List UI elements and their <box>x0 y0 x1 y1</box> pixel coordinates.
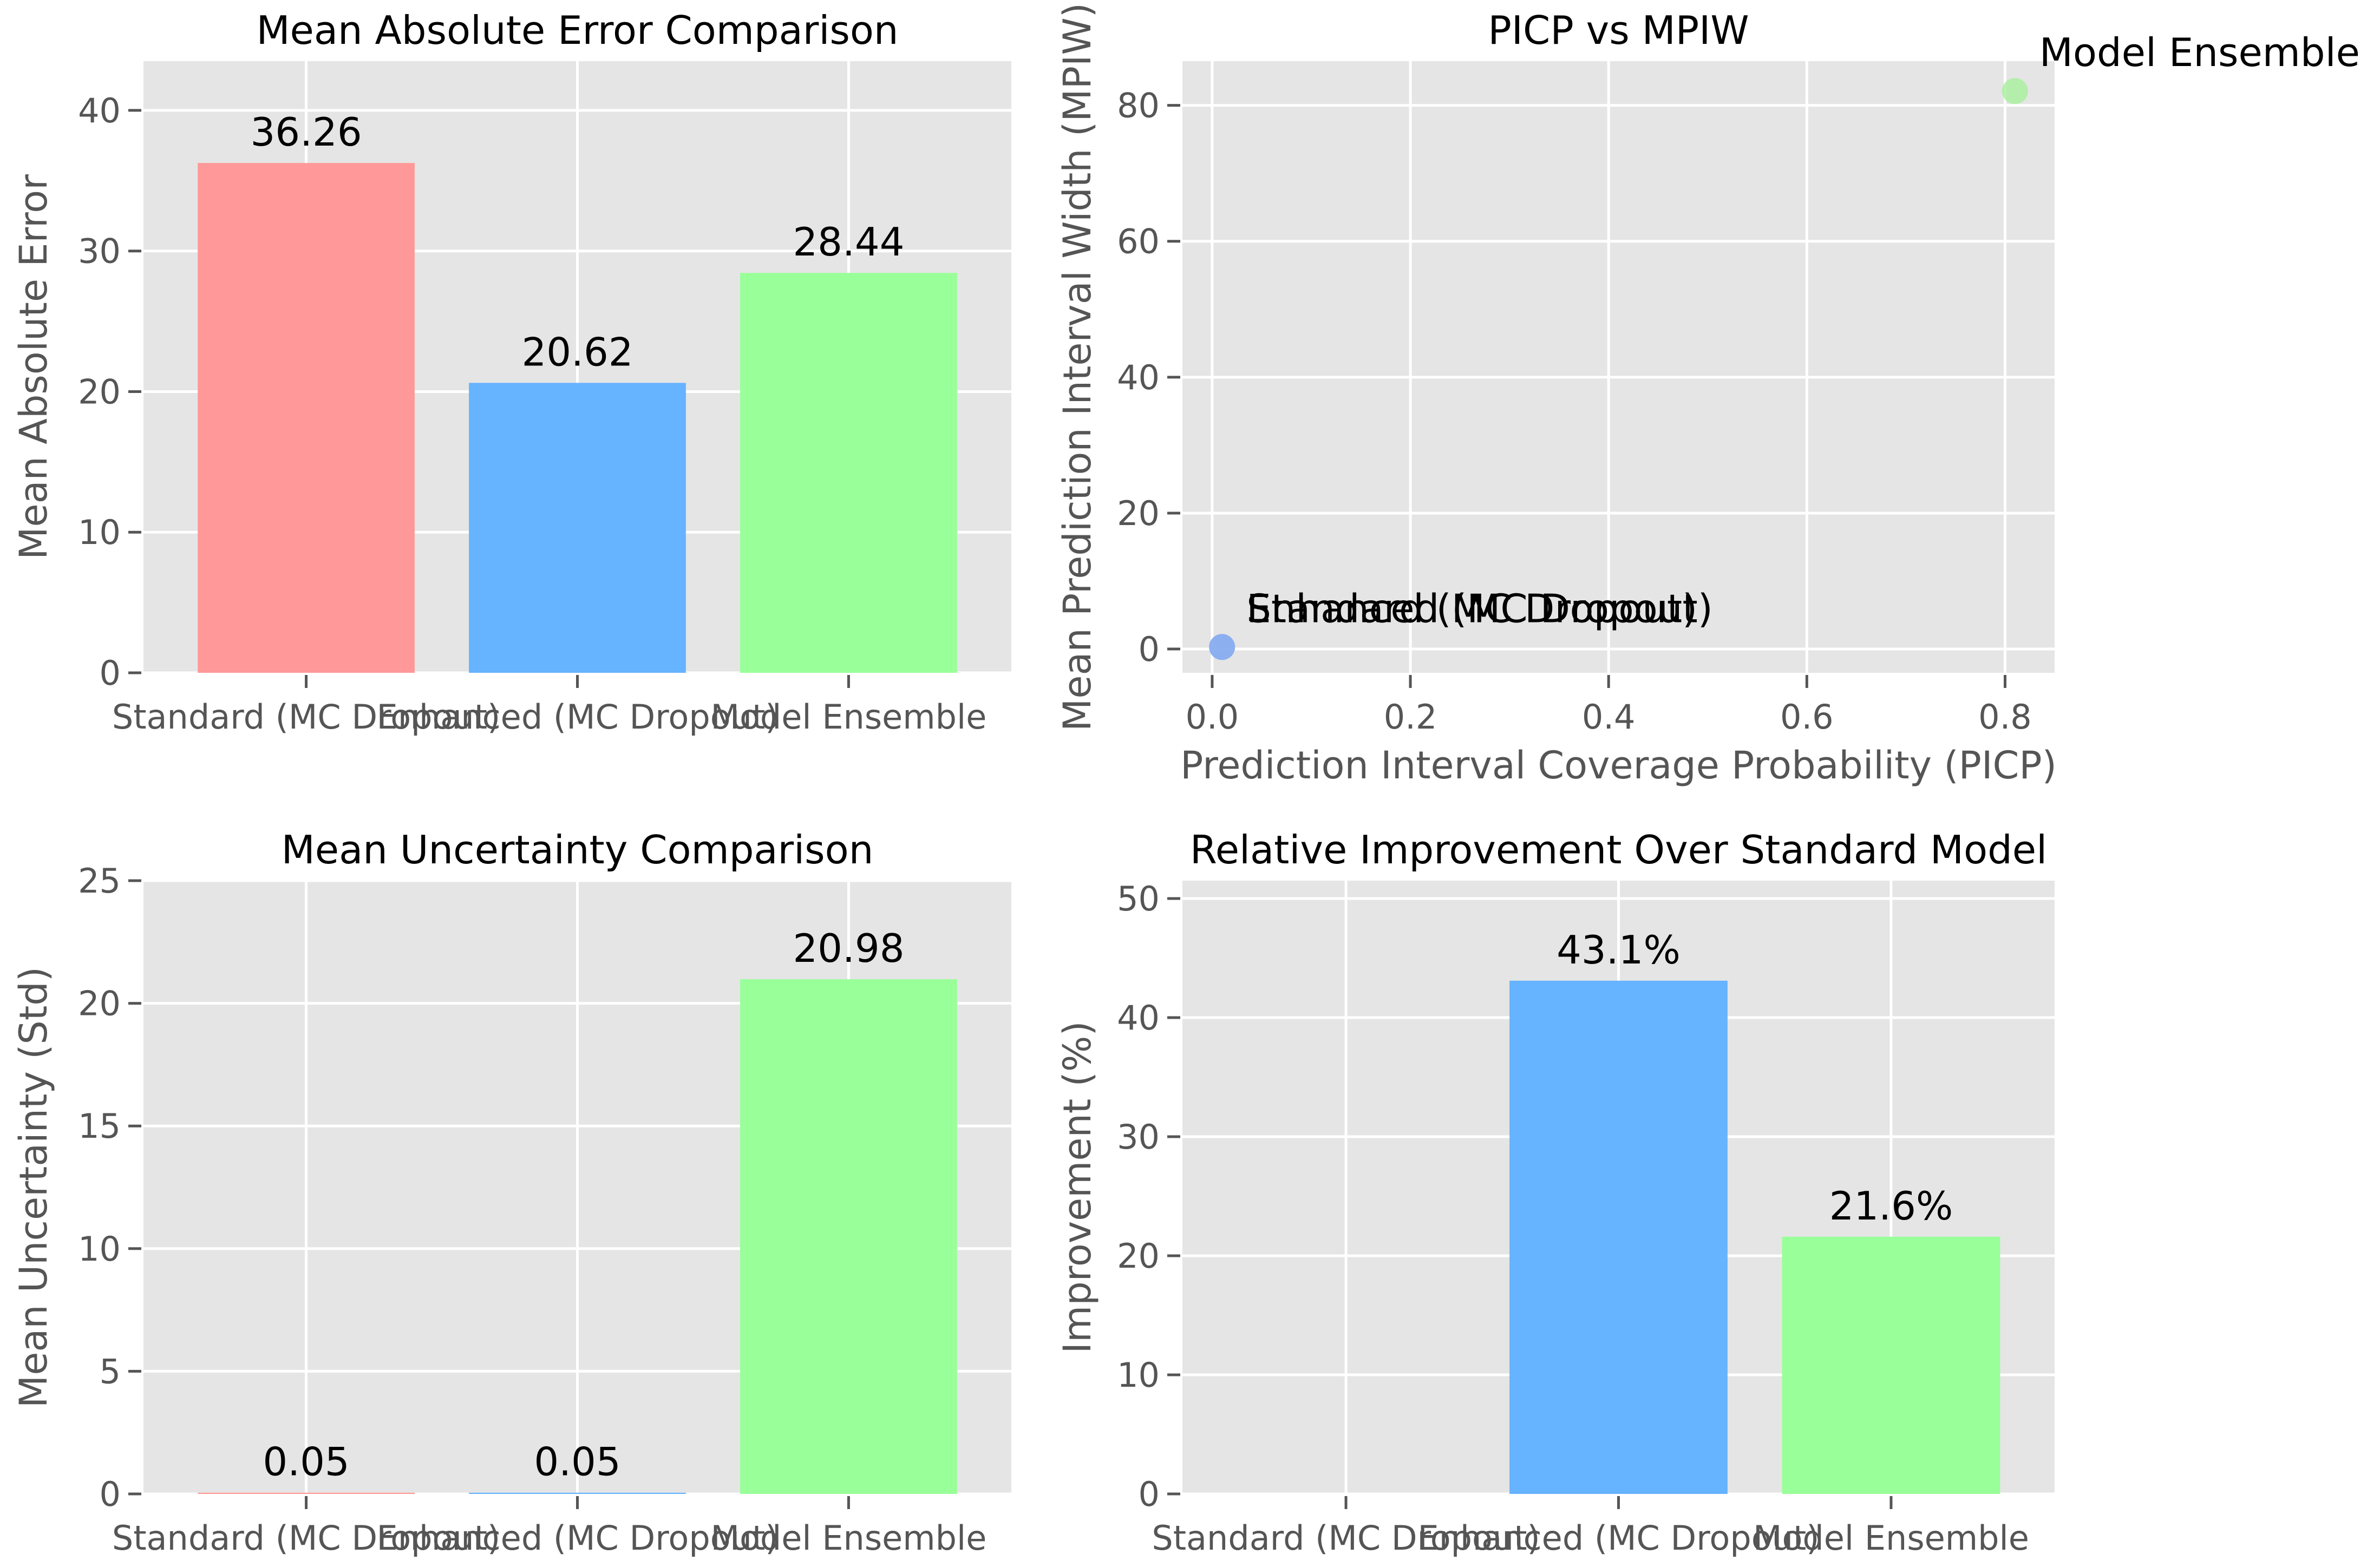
chart-title: Relative Improvement Over Standard Model <box>1190 827 2047 873</box>
bar-value-label: 20.98 <box>793 926 904 971</box>
y-tick-label: 15 <box>78 1106 121 1146</box>
point-label: Model Ensemble <box>2039 30 2360 75</box>
x-tick-label: 0.6 <box>1780 697 1834 737</box>
y-tick-label: 0 <box>100 1474 121 1514</box>
x-tick-label: Standard (MC Dropout) <box>112 697 500 737</box>
x-tick-label: 0.4 <box>1582 697 1636 737</box>
x-tick-label: 0.0 <box>1186 697 1239 737</box>
y-tick-label: 60 <box>1117 222 1160 261</box>
y-tick-label: 40 <box>78 91 121 130</box>
x-tick-label: Model Ensemble <box>710 1518 986 1558</box>
bar-value-label: 0.05 <box>534 1439 620 1485</box>
x-tick-label: Standard (MC Dropout) <box>112 1518 500 1558</box>
point-label: Enhanced (MC Dropout) <box>1246 586 1713 631</box>
chart-panel-1: 0 10 20 30 40 Standard (MC Dropout)Enhanced (… <box>11 8 1011 737</box>
x-tick-label: 0.2 <box>1384 697 1437 737</box>
y-tick-label: 20 <box>78 984 121 1024</box>
point-label: Standard (MC Dropout) <box>1246 586 1697 631</box>
y-tick-label: 25 <box>78 861 121 901</box>
y-tick-label: 80 <box>1117 86 1160 126</box>
bar <box>740 273 957 673</box>
y-axis-label: Mean Prediction Interval Width (MPIW) <box>1055 3 1100 731</box>
chart-title: Mean Uncertainty Comparison <box>282 827 874 873</box>
y-axis-label: Mean Absolute Error <box>11 174 56 560</box>
x-tick-label: Enhanced (MC Dropout) <box>377 697 779 737</box>
chart-title: Mean Absolute Error Comparison <box>256 8 898 53</box>
bar <box>1509 980 1728 1494</box>
bar-value-label: 43.1% <box>1557 927 1681 973</box>
y-tick-label: 0 <box>1139 1474 1160 1514</box>
bar <box>1782 1236 2000 1494</box>
x-tick-label: Model Ensemble <box>710 697 986 737</box>
y-tick-label: 0 <box>100 653 121 693</box>
y-tick-label: 40 <box>1117 998 1160 1038</box>
y-tick-label: 10 <box>1117 1355 1160 1395</box>
y-tick-label: 30 <box>1117 1117 1160 1157</box>
x-tick-label: Enhanced (MC Dropout) <box>1418 1518 1820 1558</box>
x-tick-label: Standard (MC Dropout) <box>1152 1518 1540 1558</box>
chart-panel-3: 0 5 10 15 20 25 Standard (MC Dropout)Enhanced … <box>11 827 1011 1558</box>
y-tick-label: 20 <box>1117 1236 1160 1276</box>
bar-value-label: 21.6% <box>1829 1183 1953 1229</box>
y-tick-label: 50 <box>1117 879 1160 919</box>
bar-value-label: 36.26 <box>251 109 362 155</box>
bar <box>198 1492 415 1494</box>
bar-value-label: 20.62 <box>521 329 633 375</box>
y-tick-label: 10 <box>78 1229 121 1269</box>
y-tick-label: 0 <box>1139 630 1160 669</box>
x-axis-label: Prediction Interval Coverage Probability… <box>1180 743 2057 788</box>
bar <box>469 383 686 673</box>
bar <box>198 163 415 673</box>
chart-title: PICP vs MPIW <box>1488 8 1749 53</box>
y-tick-label: 20 <box>78 372 121 411</box>
chart-panel-2: 0 20 40 60 80 0.0 0.2 0.4 0.6 0.8 PICP vs MPIW Mean… <box>1055 3 2360 788</box>
plot-area <box>1182 61 2055 673</box>
scatter-point <box>2002 78 2028 104</box>
bar-value-label: 0.05 <box>263 1439 349 1485</box>
bar <box>469 1492 686 1494</box>
bar <box>740 979 957 1494</box>
scatter-point <box>1209 634 1235 660</box>
x-tick-label: 0.8 <box>1978 697 2032 737</box>
x-tick-label: Enhanced (MC Dropout) <box>377 1518 779 1558</box>
chart-panel-4: 0 10 20 30 40 50 Standard (MC Dropout)Enhanced… <box>1055 827 2055 1558</box>
y-tick-label: 40 <box>1117 358 1160 397</box>
bar-value-label: 28.44 <box>793 219 904 265</box>
y-axis-label: Improvement (%) <box>1055 1021 1100 1353</box>
y-tick-label: 5 <box>100 1352 121 1391</box>
y-axis-label: Mean Uncertainty (Std) <box>11 967 56 1408</box>
y-tick-label: 10 <box>78 513 121 552</box>
y-tick-label: 30 <box>78 232 121 271</box>
y-tick-label: 20 <box>1117 494 1160 533</box>
x-tick-label: Model Ensemble <box>1753 1518 2029 1558</box>
